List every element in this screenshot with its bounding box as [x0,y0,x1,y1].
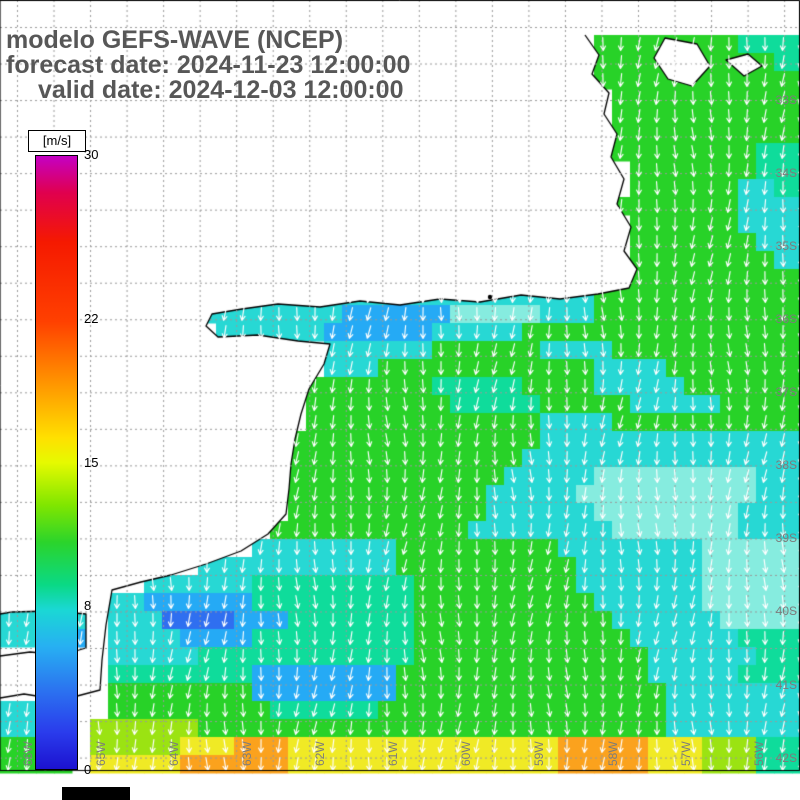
valid-date: valid date: 2024-12-03 12:00:00 [38,76,404,104]
lat-axis-label: 41S [775,677,797,692]
lon-axis-label: 63W [240,741,255,766]
lat-axis-label: 33S [775,93,797,107]
lat-axis-label: 34S [775,166,797,181]
lat-axis-label: 36S [775,312,797,327]
lat-axis-label: 39S [775,531,797,546]
lat-axis-label: 42S [775,750,797,765]
colorbar [35,155,78,770]
colorbar-tick: 8 [84,598,92,613]
lon-axis-label: 64W [167,741,182,766]
colorbar-unit-label: [m/s] [28,130,86,152]
lon-axis-label: 62W [313,741,328,766]
colorbar-tick: 30 [84,147,99,162]
lon-axis-label: 59W [532,741,547,766]
lon-axis-label: 58W [605,741,620,766]
lon-axis-label: 66W [21,741,35,766]
lat-axis-label: 35S [775,239,797,254]
lon-axis-label: 56W [751,741,766,766]
lat-axis-label: 37S [775,385,797,400]
forecast-date: forecast date: 2024-11-23 12:00:00 [6,51,411,79]
lat-axis-label: 40S [775,604,797,619]
lat-axis-label: 38S [775,458,797,473]
model-title: modelo GEFS-WAVE (NCEP) [6,26,344,54]
bottom-black-bar [62,787,130,800]
lon-axis-label: 60W [459,741,474,766]
colorbar-tick: 0 [84,762,92,777]
lon-axis-label: 57W [678,741,693,766]
colorbar-tick: 22 [84,311,99,326]
lon-axis-label: 65W [94,741,109,766]
colorbar-tick: 15 [84,454,99,470]
lon-axis-label: 61W [386,741,401,766]
